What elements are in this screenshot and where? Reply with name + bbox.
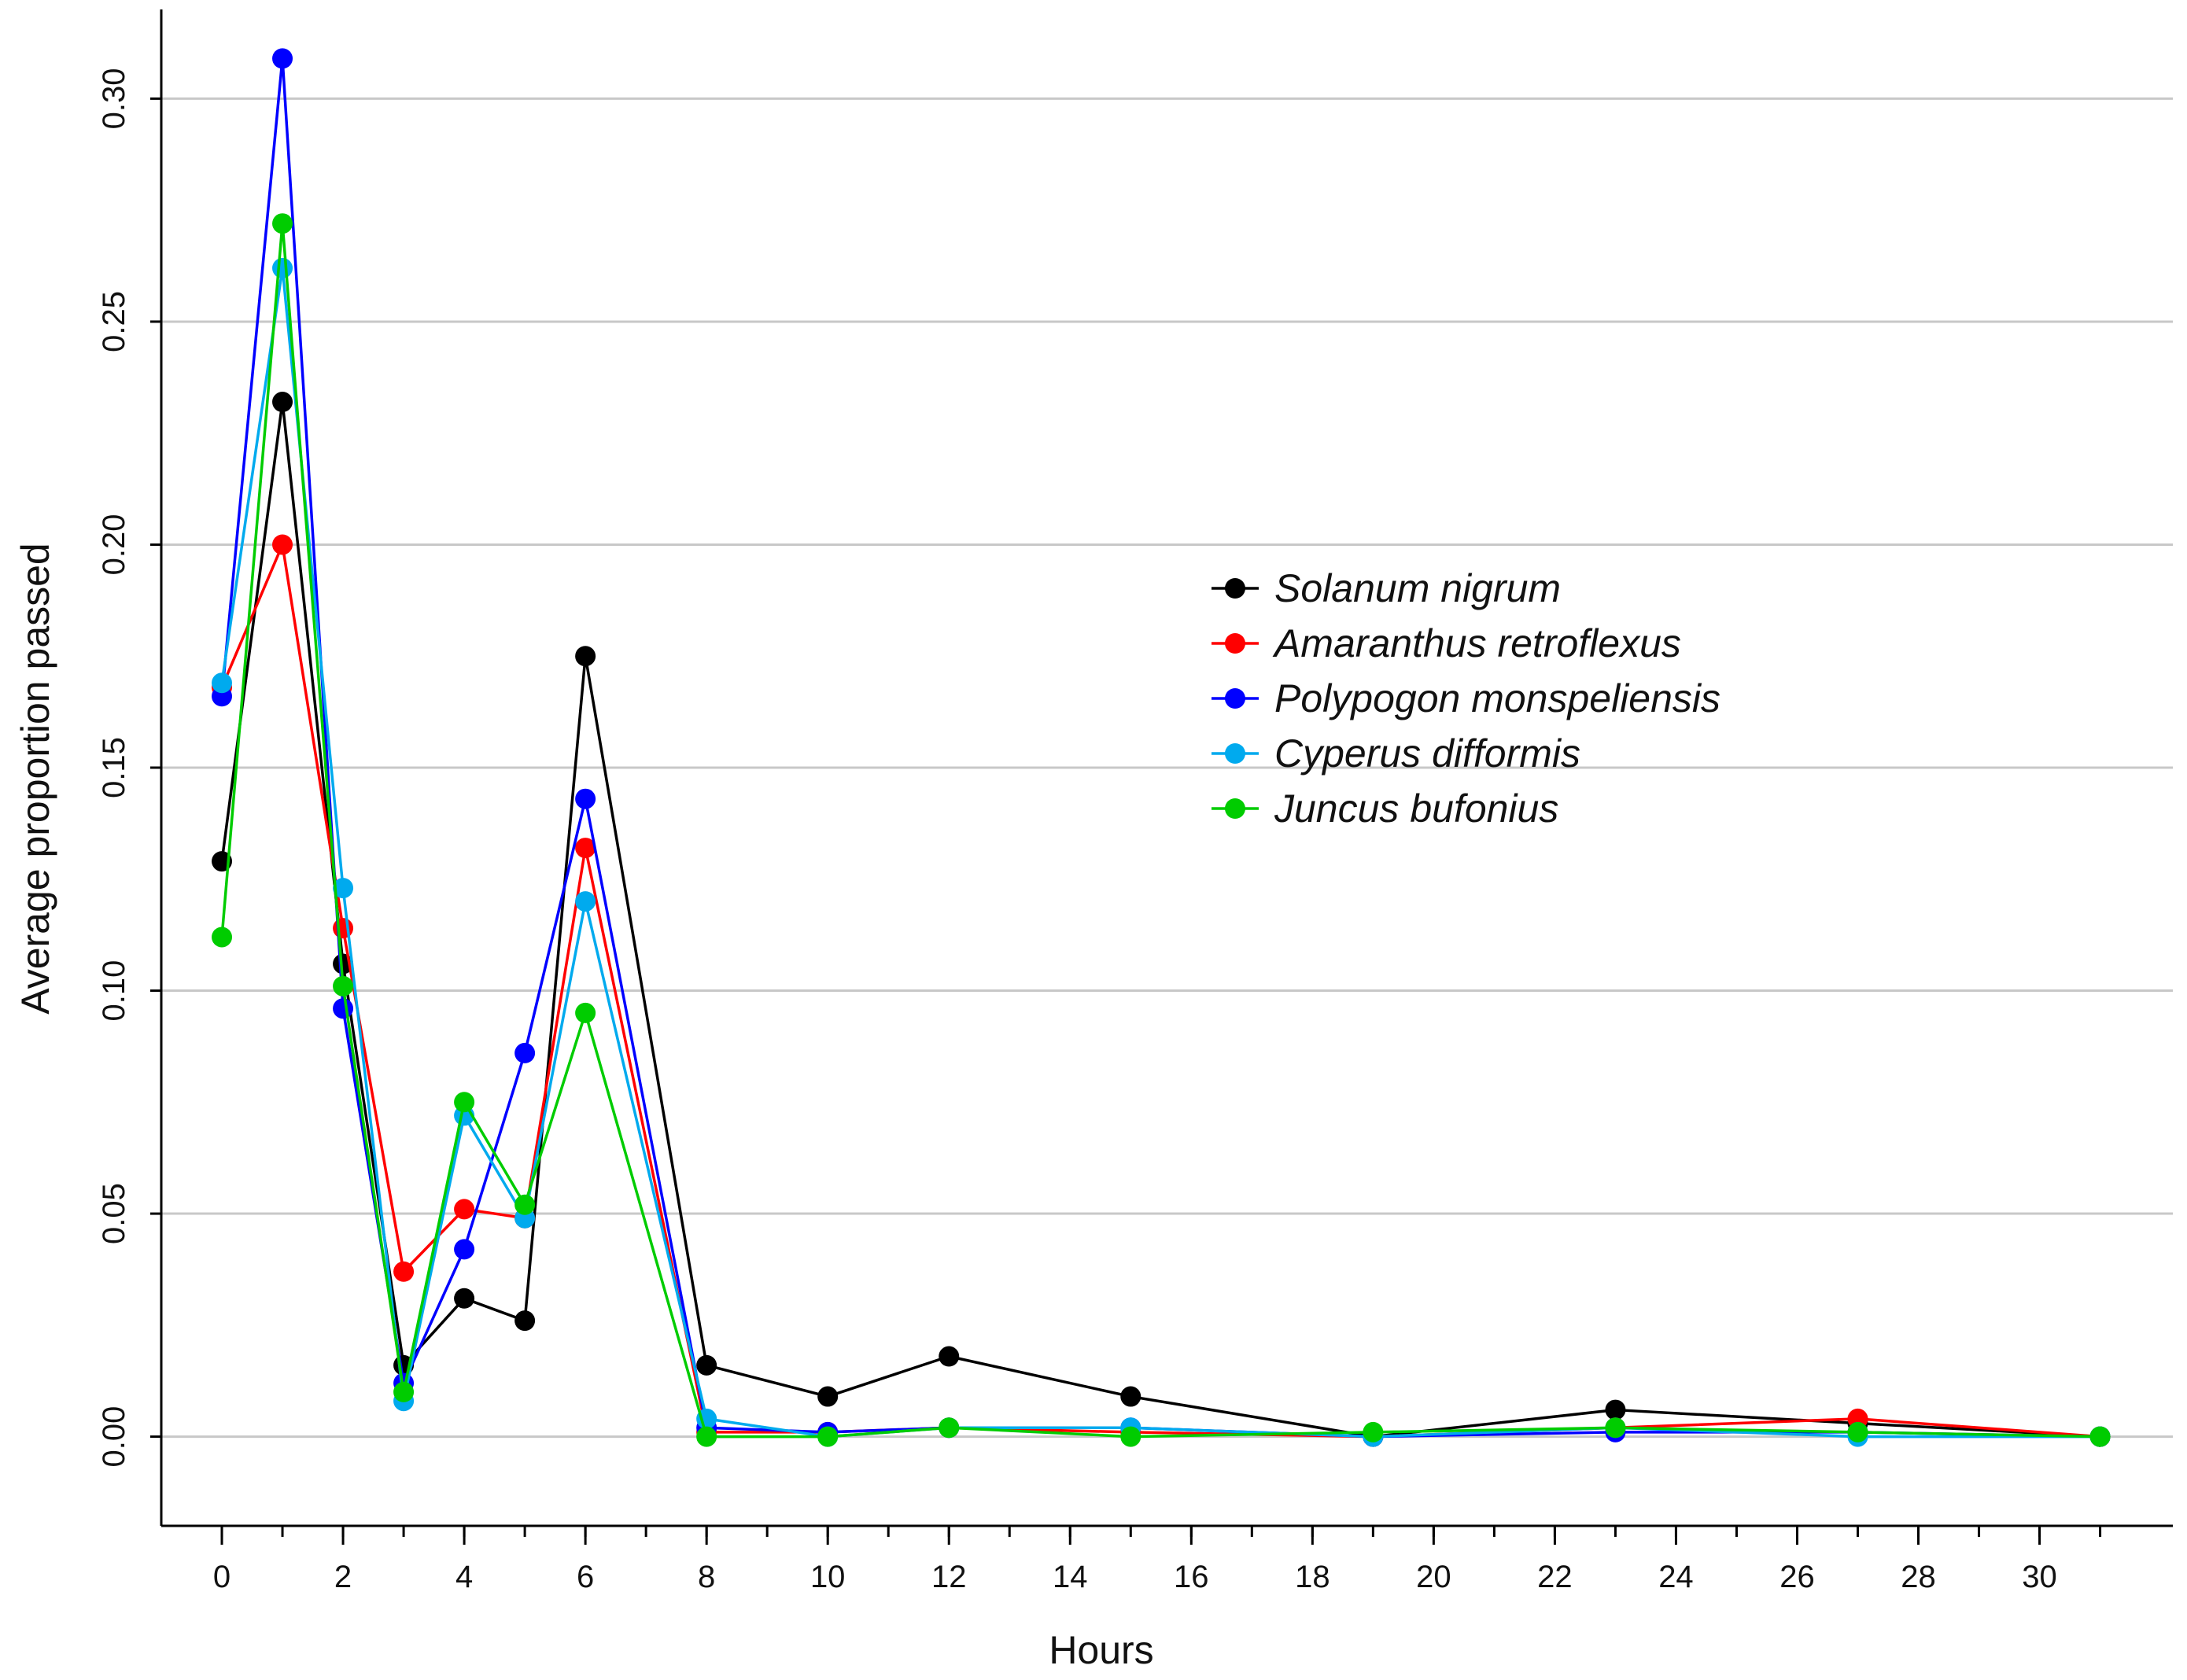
x-tick-label: 8 <box>698 1560 715 1594</box>
data-point <box>696 1354 717 1376</box>
x-tick-label: 22 <box>1537 1560 1573 1594</box>
x-tick-label: 6 <box>577 1560 594 1594</box>
x-tick-label: 2 <box>334 1560 352 1594</box>
data-point <box>1605 1399 1626 1420</box>
data-point <box>212 927 233 948</box>
data-point <box>939 1417 960 1439</box>
series-line <box>220 267 2100 1439</box>
data-point <box>514 1310 536 1332</box>
y-tick-label: 0.25 <box>97 291 131 352</box>
data-point <box>575 788 596 809</box>
data-point <box>333 998 354 1019</box>
y-tick-label: 0.15 <box>97 737 131 798</box>
series <box>212 48 2111 1447</box>
data-point <box>817 1386 839 1407</box>
legend-marker <box>1225 798 1245 819</box>
data-point <box>575 891 596 912</box>
y-tick-label: 0.05 <box>97 1183 131 1244</box>
series-line <box>220 222 2100 1439</box>
data-point <box>2089 1426 2111 1447</box>
legend-marker <box>1225 633 1245 654</box>
data-point <box>514 1194 536 1215</box>
y-axis-title: Average proportion passed <box>13 543 57 1015</box>
y-tick-label: 0.20 <box>97 514 131 576</box>
data-point <box>333 878 354 899</box>
series-line <box>220 400 2100 1439</box>
data-point <box>514 1042 536 1063</box>
gridlines <box>161 97 2173 1439</box>
data-point <box>393 1381 415 1402</box>
ticks: 0.000.050.100.150.200.250.300 2 4 6 8 10 12 14 1… <box>97 68 2102 1594</box>
x-tick-label: 0 <box>213 1560 231 1594</box>
x-tick-label: 14 <box>1053 1560 1088 1594</box>
data-point <box>939 1346 960 1367</box>
legend-label: Cyperus difformis <box>1274 731 1580 776</box>
legend-label: Amaranthus retroflexus <box>1272 621 1681 665</box>
x-tick-label: 12 <box>931 1560 967 1594</box>
series-0 <box>212 392 2111 1447</box>
x-tick-label: 26 <box>1779 1560 1815 1594</box>
data-point <box>696 1426 717 1447</box>
x-tick-label: 4 <box>455 1560 473 1594</box>
data-point <box>212 672 233 694</box>
data-point <box>333 975 354 997</box>
data-point <box>454 1092 475 1113</box>
data-point <box>393 1261 415 1282</box>
x-tick-label: 30 <box>2022 1560 2057 1594</box>
y-tick-label: 0.30 <box>97 68 131 129</box>
legend-marker <box>1225 688 1245 709</box>
data-point <box>272 48 293 69</box>
legend-item: Cyperus difformis <box>1212 731 1580 776</box>
legend-item: Polypogon monspeliensis <box>1212 676 1720 720</box>
data-point <box>1847 1421 1868 1442</box>
x-tick-label: 28 <box>1901 1560 1936 1594</box>
data-point <box>454 1288 475 1309</box>
data-point <box>272 257 293 278</box>
data-point <box>454 1239 475 1260</box>
legend-item: Solanum nigrum <box>1212 566 1561 610</box>
data-point <box>272 392 293 413</box>
legend-label: Juncus bufonius <box>1274 787 1558 831</box>
data-point <box>272 213 293 234</box>
data-point <box>1363 1421 1384 1442</box>
data-point <box>817 1426 839 1447</box>
legend-item: Amaranthus retroflexus <box>1212 621 1681 665</box>
legend: Solanum nigrum Amaranthus retroflexus Poly… <box>1212 566 1720 831</box>
data-point <box>272 534 293 555</box>
legend-marker <box>1225 743 1245 764</box>
data-point <box>454 1199 475 1220</box>
y-tick-label: 0.00 <box>97 1406 131 1468</box>
legend-label: Solanum nigrum <box>1274 566 1561 610</box>
data-point <box>575 646 596 667</box>
series-3 <box>212 257 2111 1447</box>
data-point <box>1120 1386 1141 1407</box>
legend-item: Juncus bufonius <box>1212 787 1558 831</box>
data-point <box>575 838 596 859</box>
data-point <box>696 1408 717 1429</box>
x-tick-label: 18 <box>1295 1560 1330 1594</box>
data-point <box>1605 1417 1626 1439</box>
series-line <box>220 57 2100 1439</box>
series-4 <box>212 213 2111 1447</box>
x-tick-label: 16 <box>1174 1560 1209 1594</box>
data-point <box>333 918 354 939</box>
y-tick-label: 0.10 <box>97 960 131 1022</box>
x-tick-label: 10 <box>810 1560 846 1594</box>
legend-marker <box>1225 578 1245 599</box>
x-tick-label: 24 <box>1658 1560 1694 1594</box>
data-point <box>575 1002 596 1023</box>
data-point <box>1120 1426 1141 1447</box>
x-tick-label: 20 <box>1416 1560 1451 1594</box>
series-2 <box>212 48 2111 1447</box>
legend-label: Polypogon monspeliensis <box>1274 676 1720 720</box>
x-axis-title: Hours <box>1049 1628 1153 1672</box>
